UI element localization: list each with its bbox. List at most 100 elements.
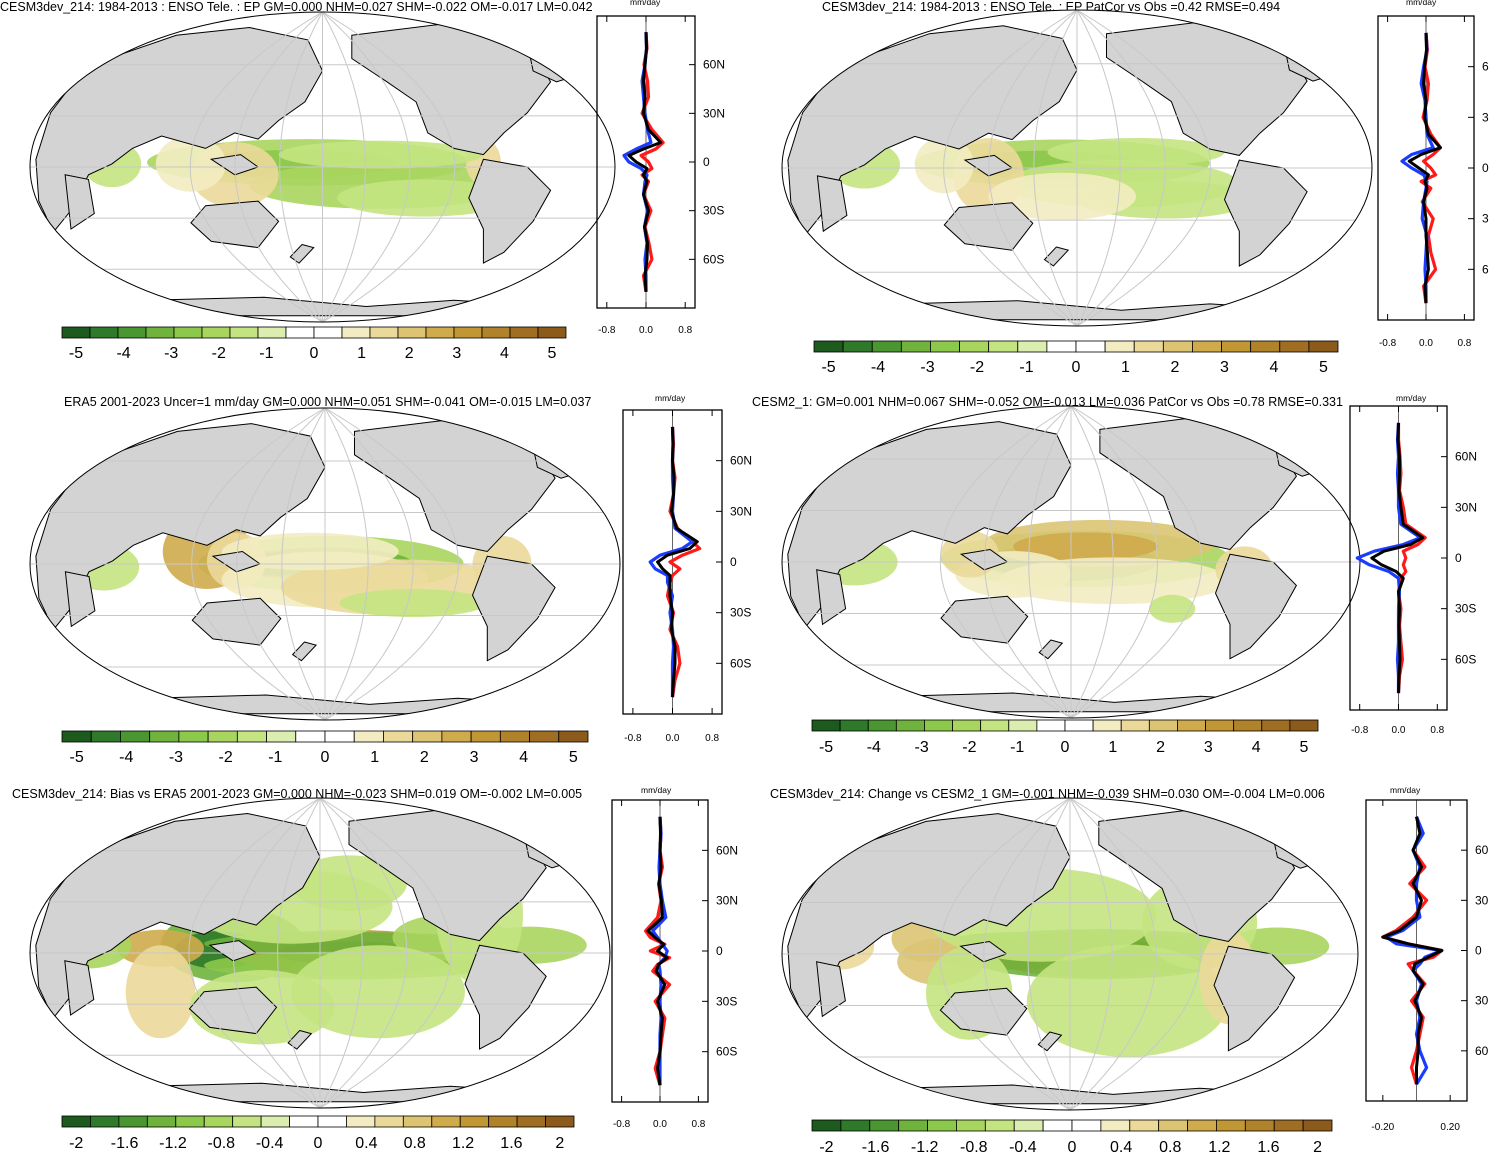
profile-ytick-label: 60N <box>703 58 725 72</box>
land-mass <box>1214 553 1298 660</box>
profile-ytick-label: 30S <box>703 204 724 218</box>
profile-xtick-label: 0.0 <box>666 733 680 744</box>
profile-xtick-label: 0.8 <box>1430 725 1444 736</box>
profile-ytick-label: 6 <box>1482 262 1489 276</box>
profile-ytick-label: 30 <box>1475 893 1489 907</box>
profile-ytick-label: 60S <box>1455 652 1476 666</box>
colorbar-label: -2 <box>69 1135 83 1152</box>
profile-xtick-label: -0.8 <box>598 325 616 336</box>
land-mass <box>816 569 847 626</box>
colorbar-swatch <box>811 1119 842 1132</box>
profile-unit-label: mm/day <box>1396 393 1427 403</box>
profile-ytick-label: 6 <box>1482 60 1489 74</box>
colorbar-label: -4 <box>871 359 885 376</box>
profile-ytick-label: 30N <box>1455 500 1477 514</box>
profile-unit-label: mm/day <box>1390 785 1421 795</box>
colorbar-label: -5 <box>821 359 835 376</box>
colorbar-label: -2 <box>962 739 976 756</box>
land-mass <box>816 175 848 233</box>
colorbar-label: -4 <box>116 345 130 362</box>
land-mass <box>464 944 547 1050</box>
colorbar-label: 2 <box>1156 739 1165 756</box>
colorbar-label: -2 <box>219 749 233 766</box>
colorbar-label: 3 <box>1220 359 1229 376</box>
map-content <box>782 798 1358 1110</box>
colorbar-label: -1 <box>1010 739 1024 756</box>
profile-series-red <box>1419 32 1442 304</box>
colorbar-label: -1.6 <box>862 1139 890 1153</box>
land-mass <box>1037 1031 1063 1052</box>
colorbar-label: 2 <box>1171 359 1180 376</box>
colorbar-label: 2 <box>405 345 414 362</box>
map-border <box>29 797 611 1109</box>
panel-title: CESM3dev_214: 1984-2013 : ENSO Tele. : E… <box>822 0 1281 14</box>
colorbar-label: -3 <box>169 749 183 766</box>
profile-xtick-label: 0.8 <box>1457 338 1471 349</box>
profile-xtick-label: -0.8 <box>1351 725 1369 736</box>
colorbar-swatch <box>984 1119 1015 1132</box>
colorbar-swatch <box>1289 719 1319 732</box>
precip-anomaly <box>1149 594 1196 623</box>
precip-anomaly <box>155 136 226 192</box>
panel-title: CESM3dev_214: Change vs CESM2_1 GM=-0.00… <box>770 787 1325 801</box>
map-border <box>29 407 621 721</box>
precip-anomaly <box>278 140 484 169</box>
colorbar-label: 2 <box>555 1135 564 1152</box>
profile-series-black <box>656 426 699 698</box>
profile-series-black <box>627 32 663 292</box>
colorbar-swatch <box>1244 1119 1275 1132</box>
colorbar-label: 1.2 <box>1208 1139 1230 1153</box>
profile-xtick-label: 0.20 <box>1440 1122 1460 1133</box>
profile-unit-label: mm/day <box>630 0 661 7</box>
precip-anomaly <box>1013 532 1158 561</box>
colorbar-label: -1 <box>259 345 273 362</box>
colorbar-label: 1 <box>370 749 379 766</box>
land-mass <box>1043 246 1070 267</box>
colorbar-label: 0 <box>1072 359 1081 376</box>
colorbar-label: -4 <box>867 739 881 756</box>
colorbar-label: -1.6 <box>111 1135 139 1152</box>
profile-ytick-label: 30N <box>703 106 725 120</box>
profile-xtick-label: -0.8 <box>1379 338 1397 349</box>
land-mass <box>289 243 315 264</box>
colorbar-label: 4 <box>1270 359 1279 376</box>
profile-xtick-label: 0.0 <box>639 325 653 336</box>
colorbar-label: 3 <box>1204 739 1213 756</box>
precip-anomaly <box>221 532 399 571</box>
profile-series-blue <box>1384 816 1444 1086</box>
map-content <box>30 798 610 1108</box>
profile-series-black <box>1381 816 1444 1085</box>
colorbar-swatch <box>1129 1119 1160 1132</box>
precip-anomaly <box>337 179 513 217</box>
profile-ytick-label: 30S <box>716 994 737 1008</box>
colorbar-swatch <box>1158 1119 1188 1132</box>
profile-ytick-label: 3 <box>1482 212 1489 226</box>
colorbar-swatch <box>1273 1119 1304 1132</box>
colorbar-swatch <box>558 730 589 743</box>
profile-ytick-label: 60N <box>1455 450 1477 464</box>
profile-ytick-label: 30 <box>1475 994 1489 1008</box>
colorbar-swatch <box>1013 1119 1044 1132</box>
profile-ytick-label: 30S <box>1455 602 1476 616</box>
profile-xtick-label: -0.8 <box>613 1119 631 1130</box>
colorbar-label: 4 <box>1252 739 1261 756</box>
land-mass <box>1213 945 1296 1052</box>
colorbar-label: 3 <box>470 749 479 766</box>
colorbar-label: -3 <box>164 345 178 362</box>
land-mass <box>64 174 95 230</box>
colorbar-label: 4 <box>519 749 528 766</box>
profile-unit-label: mm/day <box>641 785 672 795</box>
colorbar-swatch <box>1071 1119 1102 1132</box>
colorbar-label: 0 <box>1061 739 1070 756</box>
colorbar-label: -0.8 <box>960 1139 988 1153</box>
colorbar-label: 0.8 <box>404 1135 426 1152</box>
colorbar-label: -1.2 <box>911 1139 939 1153</box>
colorbar-swatch <box>537 326 567 339</box>
profile-ytick-label: 30S <box>730 606 751 620</box>
profile-ytick-label: 60 <box>1475 1044 1489 1058</box>
precip-anomaly <box>988 172 1136 221</box>
colorbar-label: 4 <box>500 345 509 362</box>
colorbar-label: 0.8 <box>1159 1139 1181 1153</box>
colorbar-label: 0.4 <box>1110 1139 1132 1153</box>
